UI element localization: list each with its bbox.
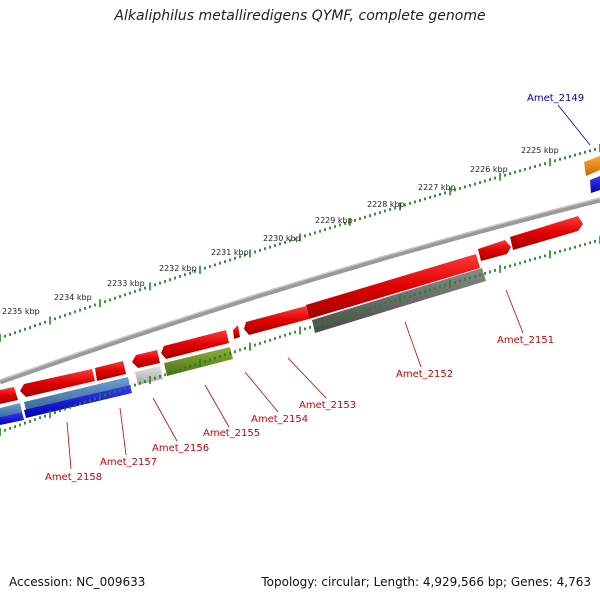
gene-label-amet-2154: Amet_2154 (251, 414, 308, 425)
gene-label-amet-2151: Amet_2151 (497, 335, 554, 346)
gray-feature (312, 268, 486, 333)
kbp-label: 2231 kbp (211, 248, 249, 257)
kbp-label: 2225 kbp (521, 146, 559, 155)
kbp-label: 2233 kbp (107, 279, 145, 288)
gene-arrow (95, 361, 126, 381)
gene-label-amet-2149: Amet_2149 (527, 93, 584, 104)
forward-genes (0, 216, 583, 404)
map-title: Alkaliphilus metalliredigens QYMF, compl… (114, 8, 486, 24)
genome-summary-text: Topology: circular; Length: 4,929,566 bp… (261, 575, 591, 589)
callout-line (66, 421, 72, 470)
callout-line (119, 407, 127, 456)
gene-label-amet-2152: Amet_2152 (396, 369, 453, 380)
callout-line (204, 384, 230, 428)
callout-line (404, 321, 422, 368)
orange-feature (584, 156, 600, 176)
gene-arrow (132, 350, 160, 368)
blue-feature-top (590, 176, 600, 193)
inner-track-features (0, 268, 486, 425)
steelblue-feature (24, 377, 130, 410)
kbp-label: 2230 kbp (263, 234, 301, 243)
lightgray-feature (135, 366, 163, 385)
kbp-label: 2235 kbp (2, 307, 40, 316)
callout-line (244, 371, 279, 413)
kbp-labels: 2225 kbp 2226 kbp 2227 kbp 2228 kbp 2229… (2, 146, 559, 316)
blue-feature (24, 385, 132, 418)
steelblue-feature-edge (0, 403, 22, 417)
gene-label-amet-2158: Amet_2158 (45, 472, 102, 483)
blue-feature-edge (0, 412, 24, 425)
gene-labels: Amet_2149 Amet_2151 Amet_2152 Amet_2153 … (45, 93, 584, 483)
gene-arrow (233, 325, 240, 339)
olive-feature (164, 347, 233, 376)
gene-label-amet-2155: Amet_2155 (203, 428, 260, 439)
callout-line (505, 289, 524, 334)
kbp-label: 2226 kbp (470, 165, 508, 174)
inner-tick-ring (0, 236, 600, 436)
kbp-label: 2228 kbp (367, 200, 405, 209)
gene-arrow (306, 254, 480, 319)
callout-lines (66, 104, 591, 470)
gene-arrow (20, 369, 95, 397)
callout-line (287, 357, 327, 399)
outer-tick-ring (0, 144, 600, 342)
accession-text: Accession: NC_009633 (9, 575, 146, 589)
gene-label-amet-2156: Amet_2156 (152, 443, 209, 454)
gene-arrow (0, 387, 18, 404)
gene-arrow (510, 216, 583, 250)
callout-line (557, 104, 591, 146)
kbp-label: 2232 kbp (159, 264, 197, 273)
kbp-label: 2234 kbp (54, 293, 92, 302)
callout-line (152, 397, 178, 442)
kbp-label: 2227 kbp (418, 183, 456, 192)
gene-label-amet-2157: Amet_2157 (100, 457, 157, 468)
gene-arrow (478, 240, 511, 261)
gene-arrow (161, 330, 229, 359)
kbp-label: 2229 kbp (315, 216, 353, 225)
genome-backbone (0, 197, 600, 385)
gene-label-amet-2153: Amet_2153 (299, 400, 356, 411)
gene-arrow (244, 306, 309, 335)
